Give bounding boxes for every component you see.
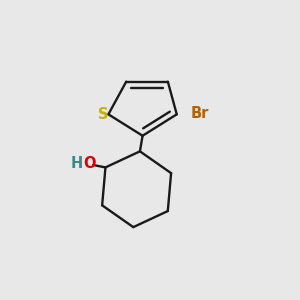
Text: Br: Br <box>191 106 209 121</box>
Text: O: O <box>83 156 95 171</box>
Text: S: S <box>98 107 108 122</box>
Text: H: H <box>71 156 83 171</box>
